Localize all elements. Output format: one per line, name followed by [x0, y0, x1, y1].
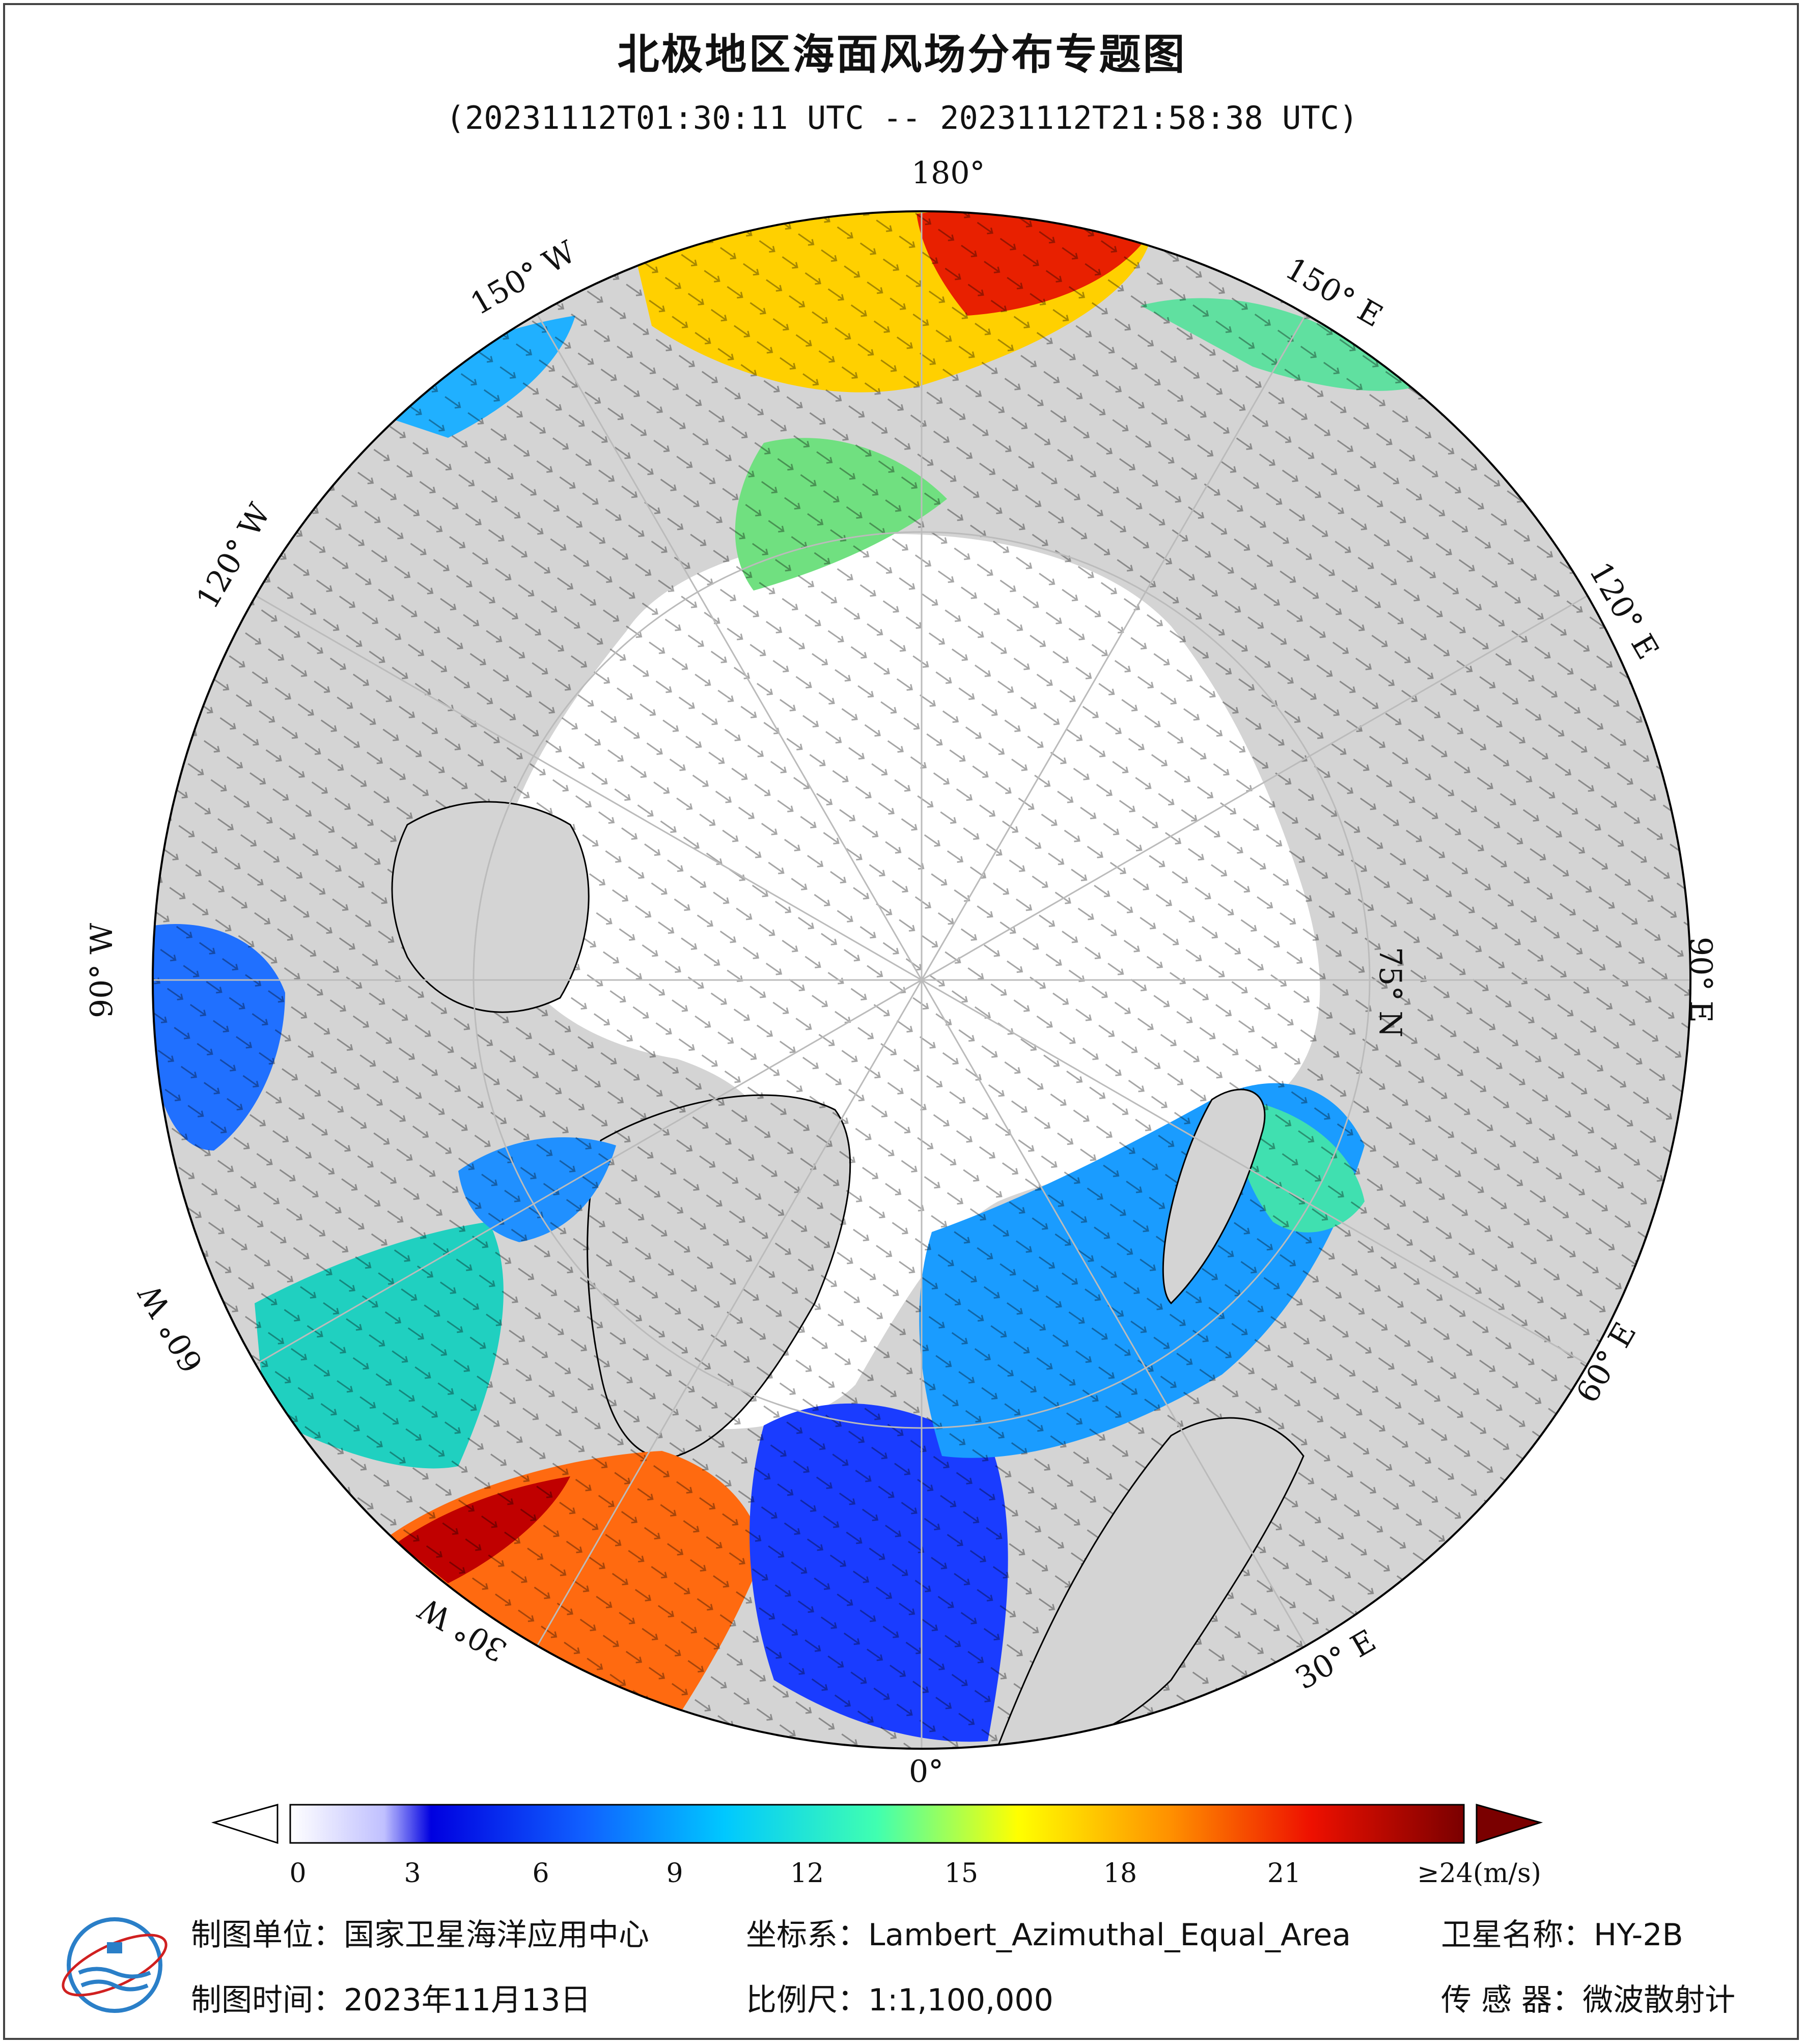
lon-label-90w: 90° W	[84, 923, 120, 1018]
graticule	[153, 211, 1690, 1749]
nsoas-logo-icon	[62, 1917, 168, 2013]
footer-date: 制图时间：2023年11月13日	[191, 1982, 591, 2018]
colorbar-tick-24: ≥24(m/s)	[1417, 1858, 1541, 1889]
map-disk	[153, 211, 1690, 1749]
time-range: (20231112T01:30:11 UTC -- 20231112T21:58…	[446, 99, 1358, 136]
map-frame	[3, 3, 1799, 2040]
colorbar-over-arrow	[1476, 1804, 1543, 1844]
colorbar-tick-18: 18	[1103, 1858, 1137, 1889]
lon-label-0: 0°	[909, 1754, 943, 1789]
footer-sensor: 传 感 器：微波散射计	[1441, 1982, 1736, 2018]
colorbar-tick-15: 15	[944, 1858, 979, 1889]
lon-label-180: 180°	[911, 155, 985, 191]
lat-label-75n: 75° N	[1372, 947, 1408, 1038]
footer-org: 制图单位：国家卫星海洋应用中心	[191, 1917, 649, 1953]
colorbar-tick-21: 21	[1267, 1858, 1301, 1889]
footer-satellite: 卫星名称：HY-2B	[1441, 1917, 1683, 1953]
canadian-archipelago	[391, 801, 590, 1013]
colorbar-tick-9: 9	[666, 1858, 683, 1889]
lon-label-90e: 90° E	[1683, 937, 1718, 1023]
lon-label-60w: 60° W	[132, 1278, 210, 1378]
wind-vector-overlay	[153, 211, 1690, 1749]
colorbar-tick-6: 6	[532, 1858, 549, 1889]
colorbar	[211, 1804, 1543, 1844]
colorbar-tick-0: 0	[289, 1858, 307, 1889]
scandinavia	[996, 1417, 1305, 1749]
colorbar-gradient	[289, 1804, 1465, 1844]
footer-crs: 坐标系：Lambert_Azimuthal_Equal_Area	[746, 1917, 1351, 1953]
colorbar-under-arrow	[211, 1804, 279, 1844]
map-title: 北极地区海面风场分布专题图	[617, 31, 1187, 79]
colorbar-tick-12: 12	[790, 1858, 824, 1889]
footer-scale: 比例尺：1:1,100,000	[746, 1982, 1053, 2018]
novaya-zemlya	[1162, 1088, 1266, 1305]
colorbar-tick-3: 3	[404, 1858, 421, 1889]
map-boundary	[152, 210, 1691, 1750]
